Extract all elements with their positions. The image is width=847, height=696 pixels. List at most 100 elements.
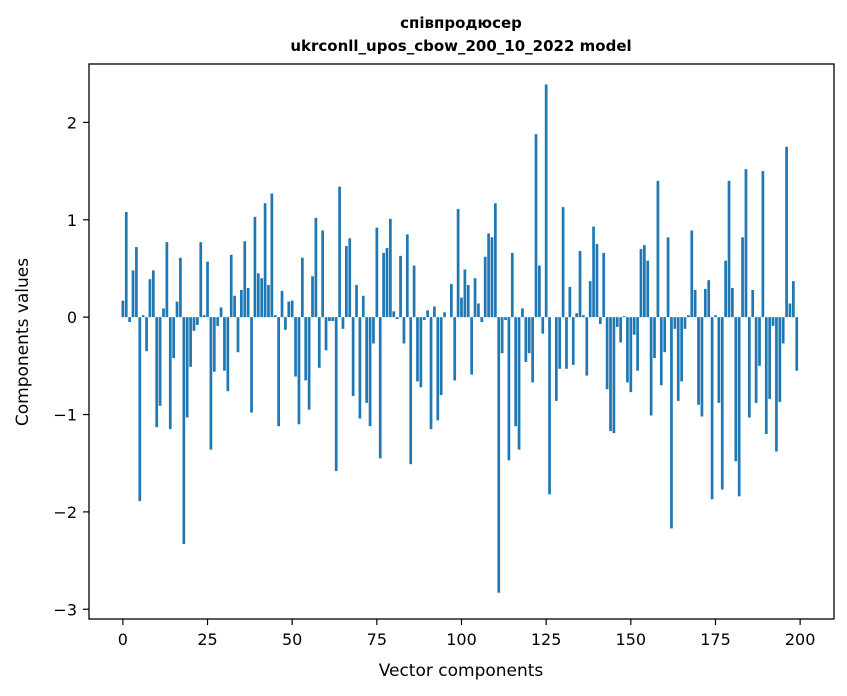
bar [795, 317, 799, 371]
bar [433, 306, 436, 318]
x-tick-label: 100 [446, 630, 477, 649]
bar [463, 269, 467, 318]
bar [561, 207, 565, 318]
bar [131, 270, 135, 318]
bar [328, 317, 331, 322]
bar [267, 285, 270, 318]
bar [294, 317, 297, 377]
bar [253, 216, 257, 318]
bar [277, 317, 280, 427]
bar [148, 279, 152, 318]
bar [165, 242, 169, 318]
bar [206, 261, 209, 318]
bar [544, 84, 548, 318]
bar [456, 209, 460, 318]
bar [629, 317, 633, 393]
bar [192, 317, 196, 331]
bar [365, 317, 369, 403]
bar [578, 250, 582, 318]
bar [646, 260, 650, 318]
bar [317, 317, 321, 368]
bar [212, 317, 216, 372]
bar [568, 286, 572, 318]
bar [751, 289, 755, 318]
bar [724, 260, 727, 318]
bar [653, 317, 656, 359]
bar [741, 237, 744, 318]
bar [240, 289, 243, 318]
bar [135, 247, 138, 318]
bar [731, 287, 734, 318]
bar [280, 290, 284, 318]
bar [670, 317, 673, 529]
bar [273, 315, 277, 318]
bar [168, 317, 172, 430]
bars-group [121, 84, 799, 593]
y-tick-label: −1 [53, 406, 77, 425]
bar [321, 230, 325, 318]
bar [196, 317, 199, 325]
bar [754, 317, 758, 403]
bar [714, 315, 717, 318]
x-tick-label: 50 [282, 630, 302, 649]
bar [524, 317, 528, 362]
bar [300, 257, 304, 318]
bar [639, 249, 643, 318]
bar [429, 317, 433, 430]
bar [358, 317, 362, 419]
bar [602, 252, 606, 318]
bar [483, 256, 487, 318]
bar [571, 317, 575, 365]
bar [138, 317, 142, 502]
bar [612, 317, 616, 434]
bar [399, 255, 402, 318]
bar [494, 203, 497, 318]
x-axis-label: Vector components [379, 661, 544, 681]
x-tick-label: 150 [616, 630, 647, 649]
bar [656, 180, 660, 318]
bar [703, 288, 707, 318]
bar [680, 317, 683, 382]
bar [507, 317, 511, 461]
bar [737, 317, 741, 497]
bar [345, 246, 348, 318]
bar [659, 317, 663, 386]
bar [338, 186, 341, 318]
bar [626, 317, 629, 383]
bar [497, 317, 501, 593]
bar [375, 227, 379, 318]
bar [514, 317, 518, 427]
bar [727, 180, 731, 318]
bar [666, 237, 670, 318]
bar [145, 317, 148, 352]
bar [304, 317, 308, 381]
bar [619, 317, 623, 343]
bar [179, 257, 182, 318]
bar [595, 244, 599, 318]
bar [185, 317, 189, 418]
bar [582, 315, 585, 318]
bar [527, 317, 531, 354]
bar [158, 317, 162, 406]
bar [622, 316, 626, 318]
bar [419, 317, 423, 388]
bar [588, 281, 592, 318]
bar [531, 317, 534, 383]
bar [260, 278, 264, 318]
x-tick-label: 75 [367, 630, 387, 649]
chart-subtitle: ukrconll_upos_cbow_200_10_2022 model [290, 37, 631, 55]
bar [439, 317, 443, 396]
bar [341, 317, 345, 329]
bar [270, 193, 274, 318]
bar [534, 134, 538, 318]
bar [382, 252, 385, 318]
bar [453, 317, 457, 381]
bar [287, 301, 291, 318]
bar [778, 317, 782, 402]
bar [209, 317, 213, 450]
bar [764, 317, 768, 434]
bar [744, 169, 748, 318]
bar [768, 317, 772, 399]
bar [443, 312, 446, 318]
bar [473, 278, 477, 318]
